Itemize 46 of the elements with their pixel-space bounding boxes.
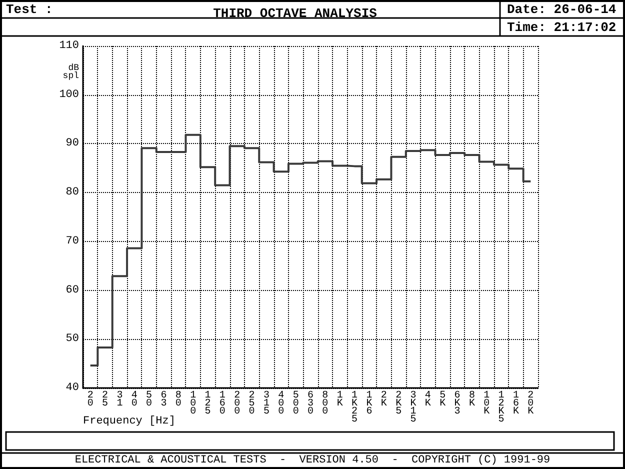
x-tick-label: 800 — [322, 390, 328, 418]
x-tick-label: 315 — [263, 390, 270, 418]
y-tick-label: 100 — [59, 88, 79, 101]
x-tick-label: 63 — [160, 390, 167, 410]
x-tick-label: 160 — [219, 390, 226, 418]
text: Date: 26-06-14 — [507, 2, 616, 17]
x-tick-label: 6K3 — [454, 390, 460, 418]
x-tick-label: 4K — [424, 390, 431, 410]
x-tick-label: 630 — [307, 390, 314, 418]
text: Test : — [6, 2, 53, 17]
y-axis-title: dB spl — [62, 63, 80, 81]
y-tick-label: 60 — [66, 284, 79, 296]
x-tick-label: 500 — [292, 390, 299, 418]
x-tick-label: 400 — [278, 390, 284, 418]
y-tick-label: 40 — [66, 382, 79, 394]
x-axis-title: Frequency [Hz] — [83, 416, 176, 428]
x-tick-label: 31 — [116, 390, 123, 410]
x-tick-label: 3K15 — [410, 390, 416, 426]
x-tick-label: 40 — [131, 390, 138, 410]
x-tick-label: 200 — [234, 390, 240, 418]
x-tick-label: 16K — [512, 390, 519, 418]
x-tick-label: 50 — [146, 390, 152, 410]
chart-title: THIRD OCTAVE ANALYSIS — [213, 6, 378, 21]
text: ELECTRICAL & ACOUSTICAL TESTS - VERSION 4.50 - COPYRIGHT (C) 1991-99 — [74, 454, 550, 466]
x-tick-label: 1K6 — [366, 390, 372, 418]
x-tick-label: 25 — [102, 390, 108, 410]
x-tick-label: 1K25 — [352, 390, 358, 426]
x-tick-label: 1K — [336, 390, 343, 410]
x-tick-label: 12K5 — [498, 390, 504, 426]
y-tick-label: 50 — [66, 333, 79, 346]
y-tick-label: 110 — [59, 40, 79, 52]
x-tick-label: 10K — [484, 390, 490, 418]
y-tick-label: 90 — [66, 138, 79, 150]
x-tick-label: 80 — [175, 390, 182, 410]
text: Time: 21:17:02 — [507, 20, 616, 35]
y-tick-label: 70 — [66, 235, 79, 248]
x-tick-label: 250 — [248, 390, 255, 418]
y-tick-label: 80 — [66, 186, 79, 199]
x-tick-label: 20 — [87, 390, 94, 410]
x-tick-label: 20K — [528, 390, 534, 418]
x-tick-label: 5K — [440, 390, 446, 410]
x-tick-label: 125 — [204, 390, 211, 418]
x-tick-label: 8K — [468, 390, 475, 410]
x-tick-label: 2K5 — [396, 390, 402, 418]
x-tick-label: 100 — [190, 390, 196, 418]
x-tick-label: 2K — [380, 390, 387, 410]
